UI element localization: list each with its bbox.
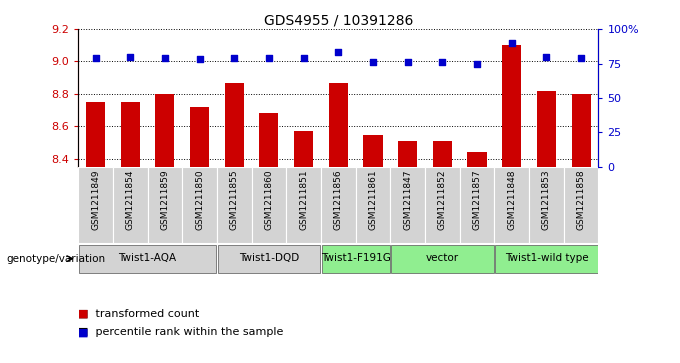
Text: ■  transformed count: ■ transformed count (78, 309, 199, 319)
Point (194, 57, 205, 62)
Bar (328, 83, 348, 167)
Bar (120, 102, 140, 167)
Bar (502, 45, 522, 167)
Bar (398, 141, 418, 167)
Bar (537, 91, 556, 167)
Point (333, 50, 343, 56)
Bar (79, 245, 216, 273)
Text: Twist1-DQD: Twist1-DQD (239, 253, 299, 263)
Text: genotype/variation: genotype/variation (7, 254, 106, 264)
Point (402, 59, 413, 65)
Text: ■  percentile rank within the sample: ■ percentile rank within the sample (78, 327, 284, 337)
Bar (148, 167, 182, 243)
Text: ■: ■ (78, 309, 88, 319)
Bar (564, 167, 598, 243)
Text: GSM1211859: GSM1211859 (160, 169, 169, 230)
Point (471, 61, 482, 66)
Bar (460, 167, 494, 243)
Text: Twist1-AQA: Twist1-AQA (118, 253, 177, 263)
Bar (494, 167, 529, 243)
Point (506, 40, 517, 46)
Bar (390, 167, 425, 243)
Bar (425, 167, 460, 243)
Bar (182, 167, 217, 243)
Text: GSM1211857: GSM1211857 (473, 169, 481, 230)
Title: GDS4955 / 10391286: GDS4955 / 10391286 (264, 14, 413, 28)
Bar (218, 245, 320, 273)
Bar (322, 245, 390, 273)
Text: GSM1211858: GSM1211858 (577, 169, 585, 230)
Point (263, 55, 274, 61)
Bar (432, 141, 452, 167)
Point (367, 59, 378, 65)
Point (159, 55, 170, 61)
Point (90, 55, 101, 61)
Bar (113, 167, 148, 243)
Bar (321, 167, 356, 243)
Text: vector: vector (426, 253, 459, 263)
Text: GSM1211847: GSM1211847 (403, 169, 412, 230)
Point (298, 55, 309, 61)
Text: GSM1211853: GSM1211853 (542, 169, 551, 230)
Bar (495, 245, 598, 273)
Bar (391, 245, 494, 273)
Bar (155, 94, 175, 167)
Bar (78, 167, 113, 243)
Bar (217, 167, 252, 243)
Bar (363, 135, 383, 167)
Point (228, 55, 239, 61)
Text: ■: ■ (78, 327, 88, 337)
Bar (356, 167, 390, 243)
Bar (294, 131, 313, 167)
Text: GSM1211860: GSM1211860 (265, 169, 273, 230)
Bar (259, 113, 279, 167)
Text: GSM1211851: GSM1211851 (299, 169, 308, 230)
Bar (286, 167, 321, 243)
Text: GSM1211850: GSM1211850 (195, 169, 204, 230)
Text: GSM1211848: GSM1211848 (507, 169, 516, 230)
Text: Twist1-F191G: Twist1-F191G (321, 253, 390, 263)
Text: GSM1211852: GSM1211852 (438, 169, 447, 230)
Bar (86, 102, 105, 167)
Text: GSM1211855: GSM1211855 (230, 169, 239, 230)
Text: GSM1211849: GSM1211849 (91, 169, 100, 230)
Point (437, 59, 447, 65)
Text: GSM1211861: GSM1211861 (369, 169, 377, 230)
Bar (529, 167, 564, 243)
Point (541, 54, 551, 60)
Bar (571, 94, 591, 167)
Point (575, 55, 586, 61)
Bar (190, 107, 209, 167)
Point (124, 54, 135, 60)
Bar (252, 167, 286, 243)
Text: Twist1-wild type: Twist1-wild type (505, 253, 588, 263)
Text: GSM1211854: GSM1211854 (126, 169, 135, 230)
Text: GSM1211856: GSM1211856 (334, 169, 343, 230)
Bar (224, 83, 244, 167)
Bar (467, 152, 487, 167)
